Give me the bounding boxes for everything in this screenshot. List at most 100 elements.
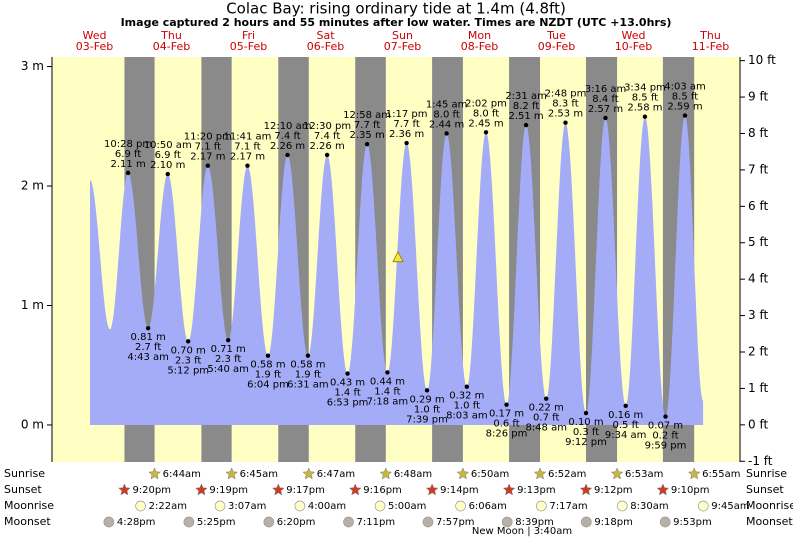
day-date: 03-Feb [76,40,113,53]
icon [535,500,547,512]
row-time: 6:45am [240,469,278,480]
icon [456,467,470,480]
tide-extreme [145,325,151,331]
tide-label: 10:28 pm [104,139,152,150]
moon-phase: New Moon | 3:40am [472,526,572,537]
row-time: 6:20pm [277,517,316,528]
day-weekday: Fri [242,29,255,42]
tide-extreme [385,370,390,375]
y2-tick-label: 10 ft [748,53,776,67]
tide-label: 2:31 am [505,91,547,102]
tide-label: 2.10 m [150,160,185,171]
tide-label: 0.17 m [489,409,524,420]
tide-label: 0.3 ft [573,427,599,438]
day-weekday: Thu [699,29,721,42]
row-time: 9:45am [711,501,749,512]
tide-extreme [504,402,509,407]
tide-label: 6.9 ft [115,149,141,160]
icon [103,516,115,528]
y2-tick-label: 0 ft [748,417,768,431]
tide-label: 7.4 ft [274,131,300,142]
row-label: Moonset [4,515,51,528]
day-weekday: Mon [468,29,491,42]
tide-label: 0.07 m [648,421,683,432]
tide-label: 12:30 pm [303,121,351,132]
row-label: Sunset [746,483,784,496]
row-time: 7:11pm [357,517,396,528]
tide-label: 6.9 ft [155,150,181,161]
icon [580,516,592,528]
tide-label: 6:04 pm [247,380,289,391]
tide-label: 2.45 m [468,118,503,129]
icon [502,483,516,496]
day-weekday: Sun [392,29,413,42]
day-weekday: Thu [160,29,182,42]
icon [271,483,285,496]
row-time: 7:57pm [436,517,475,528]
tide-label: 2.35 m [350,130,385,141]
y-tick-label: 2 m [21,179,44,193]
day-date: 05-Feb [230,40,267,53]
row-time: 8:30am [630,501,668,512]
icon [118,483,131,496]
day-weekday: Wed [83,29,107,42]
tide-label: 12:10 am [264,121,312,132]
tide-label: 0.32 m [449,391,484,402]
tide-extreme [483,130,489,135]
icon [422,516,434,528]
day-date: 06-Feb [307,40,344,53]
tide-extreme [305,353,311,358]
row-time: 9:17pm [286,485,325,496]
tide-extreme [404,140,409,146]
icon [697,500,709,512]
tide-label: 0.29 m [409,394,444,405]
tide-extreme [603,115,608,121]
icon [183,516,195,528]
row-label: Moonrise [4,499,54,512]
y2-tick-label: 7 ft [748,162,768,176]
row-time: 6:48am [394,469,432,480]
icon [302,467,316,480]
icon [348,483,362,496]
tide-label: 2:48 pm [545,89,587,100]
tide-label: 7.1 ft [234,142,260,153]
row-label: Sunrise [4,467,45,480]
row-label: Sunset [4,483,42,496]
y-tick-label: 0 m [21,417,44,431]
icon [294,500,306,512]
tide-label: 2.58 m [627,103,662,114]
tide-label: 2.51 m [508,111,543,122]
day-date: 10-Feb [615,40,652,53]
chart-title: Colac Bay: rising ordinary tide at 1.4m … [226,0,566,18]
icon [263,516,275,528]
row-label: Moonset [746,515,793,528]
tide-extreme [165,171,170,177]
icon [214,500,226,512]
y-tick-label: 1 m [21,298,44,312]
icon [579,483,593,496]
tide-label: 2.44 m [429,119,464,130]
tide-label: 9:12 pm [565,437,607,448]
plot [52,57,740,462]
tide-label: 4:03 am [664,82,706,93]
tide-label: 1.0 ft [414,404,440,415]
row-time: 6:06am [469,501,507,512]
tide-label: 0.6 ft [493,419,519,430]
row-time: 9:10pm [671,485,710,496]
tide-extreme [424,388,430,393]
tide-label: 2.59 m [667,102,702,113]
row-time: 6:47am [317,469,355,480]
row-time: 2:22am [149,501,187,512]
tide-label: 8.5 ft [672,92,698,103]
row-time: 4:28pm [117,517,156,528]
tide-label: 0.16 m [608,410,643,421]
tide-extreme [663,414,668,419]
tide-label: 0.70 m [171,345,206,356]
tide-extreme [265,353,271,358]
tide-label: 7.1 ft [195,142,221,153]
day-date: 11-Feb [692,40,729,53]
row-time: 7:17am [549,501,587,512]
tide-label: 8.0 ft [473,108,499,119]
tide-label: 1.0 ft [454,401,480,412]
y2-tick-label: 5 ft [748,235,768,249]
